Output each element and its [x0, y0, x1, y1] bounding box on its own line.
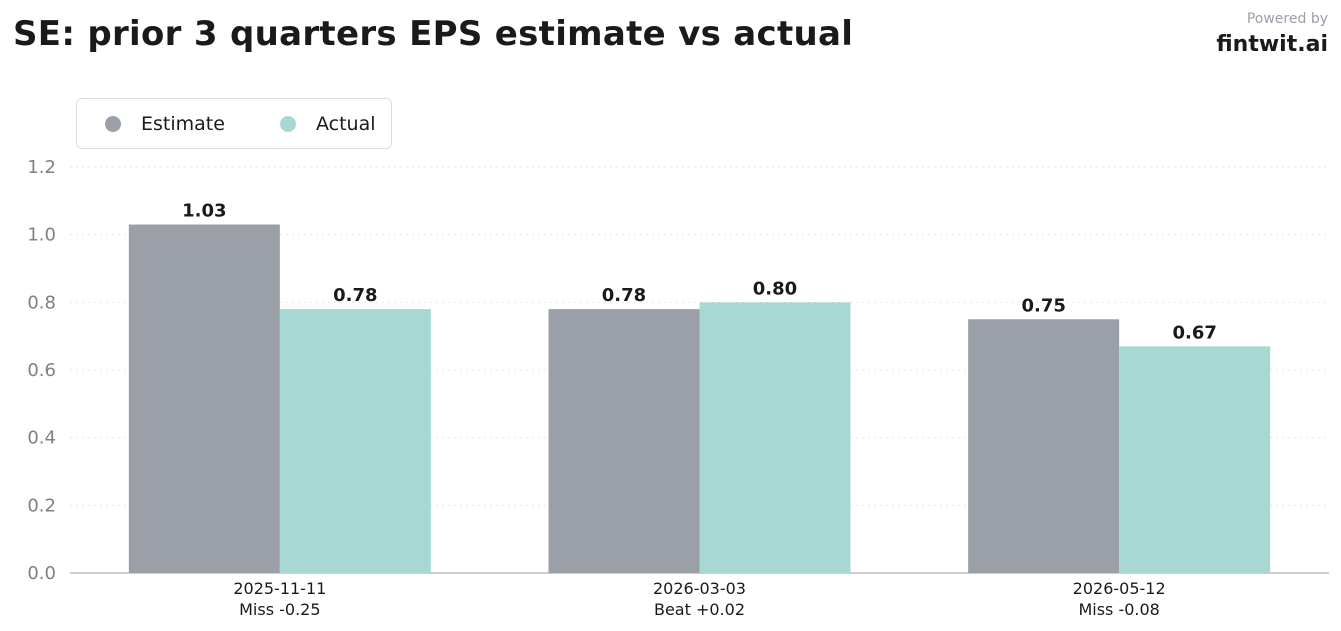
value-label-estimate-3: 0.75	[1021, 295, 1065, 316]
legend-label-actual: Actual	[316, 112, 376, 135]
value-label-estimate-1: 1.03	[182, 201, 226, 222]
chart-title: SE: prior 3 quarters EPS estimate vs act…	[13, 14, 854, 54]
y-tick-label: 0.0	[27, 563, 56, 584]
y-tick-label: 0.6	[27, 360, 56, 381]
legend-label-estimate: Estimate	[141, 112, 225, 135]
x-tick-label: 2026-05-12	[1073, 579, 1166, 598]
legend-swatch-actual	[280, 115, 296, 132]
bar-estimate-1	[128, 224, 280, 573]
y-tick-label: 0.8	[27, 292, 56, 313]
legend-item-actual: Actual	[280, 99, 376, 148]
y-tick-label: 1.0	[27, 225, 56, 246]
bar-actual-1	[279, 309, 431, 573]
value-label-estimate-2: 0.78	[602, 285, 646, 306]
y-tick-label: 0.4	[27, 428, 56, 449]
brand-block: Powered by fintwit.ai	[1216, 10, 1328, 62]
powered-by-text: Powered by	[1246, 11, 1328, 27]
value-label-actual-2: 0.80	[753, 278, 797, 299]
x-tick-note: Miss -0.25	[239, 600, 320, 619]
x-tick-label: 2026-03-03	[653, 579, 746, 598]
bar-estimate-3	[968, 319, 1120, 573]
bar-actual-2	[699, 302, 851, 573]
bar-actual-3	[1119, 346, 1271, 573]
bar-estimate-2	[548, 309, 700, 573]
value-label-actual-1: 0.78	[333, 285, 377, 306]
y-tick-label: 1.2	[27, 157, 56, 178]
x-tick-label: 2025-11-11	[233, 579, 326, 598]
chart-legend: Estimate Actual	[76, 98, 392, 149]
value-label-actual-3: 0.67	[1172, 322, 1216, 343]
legend-item-estimate: Estimate	[105, 99, 225, 148]
x-tick-note: Beat +0.02	[654, 600, 745, 619]
x-tick-note: Miss -0.08	[1078, 600, 1159, 619]
legend-swatch-estimate	[105, 115, 121, 132]
brand-name: fintwit.ai	[1216, 32, 1328, 57]
y-tick-label: 0.2	[27, 495, 56, 516]
